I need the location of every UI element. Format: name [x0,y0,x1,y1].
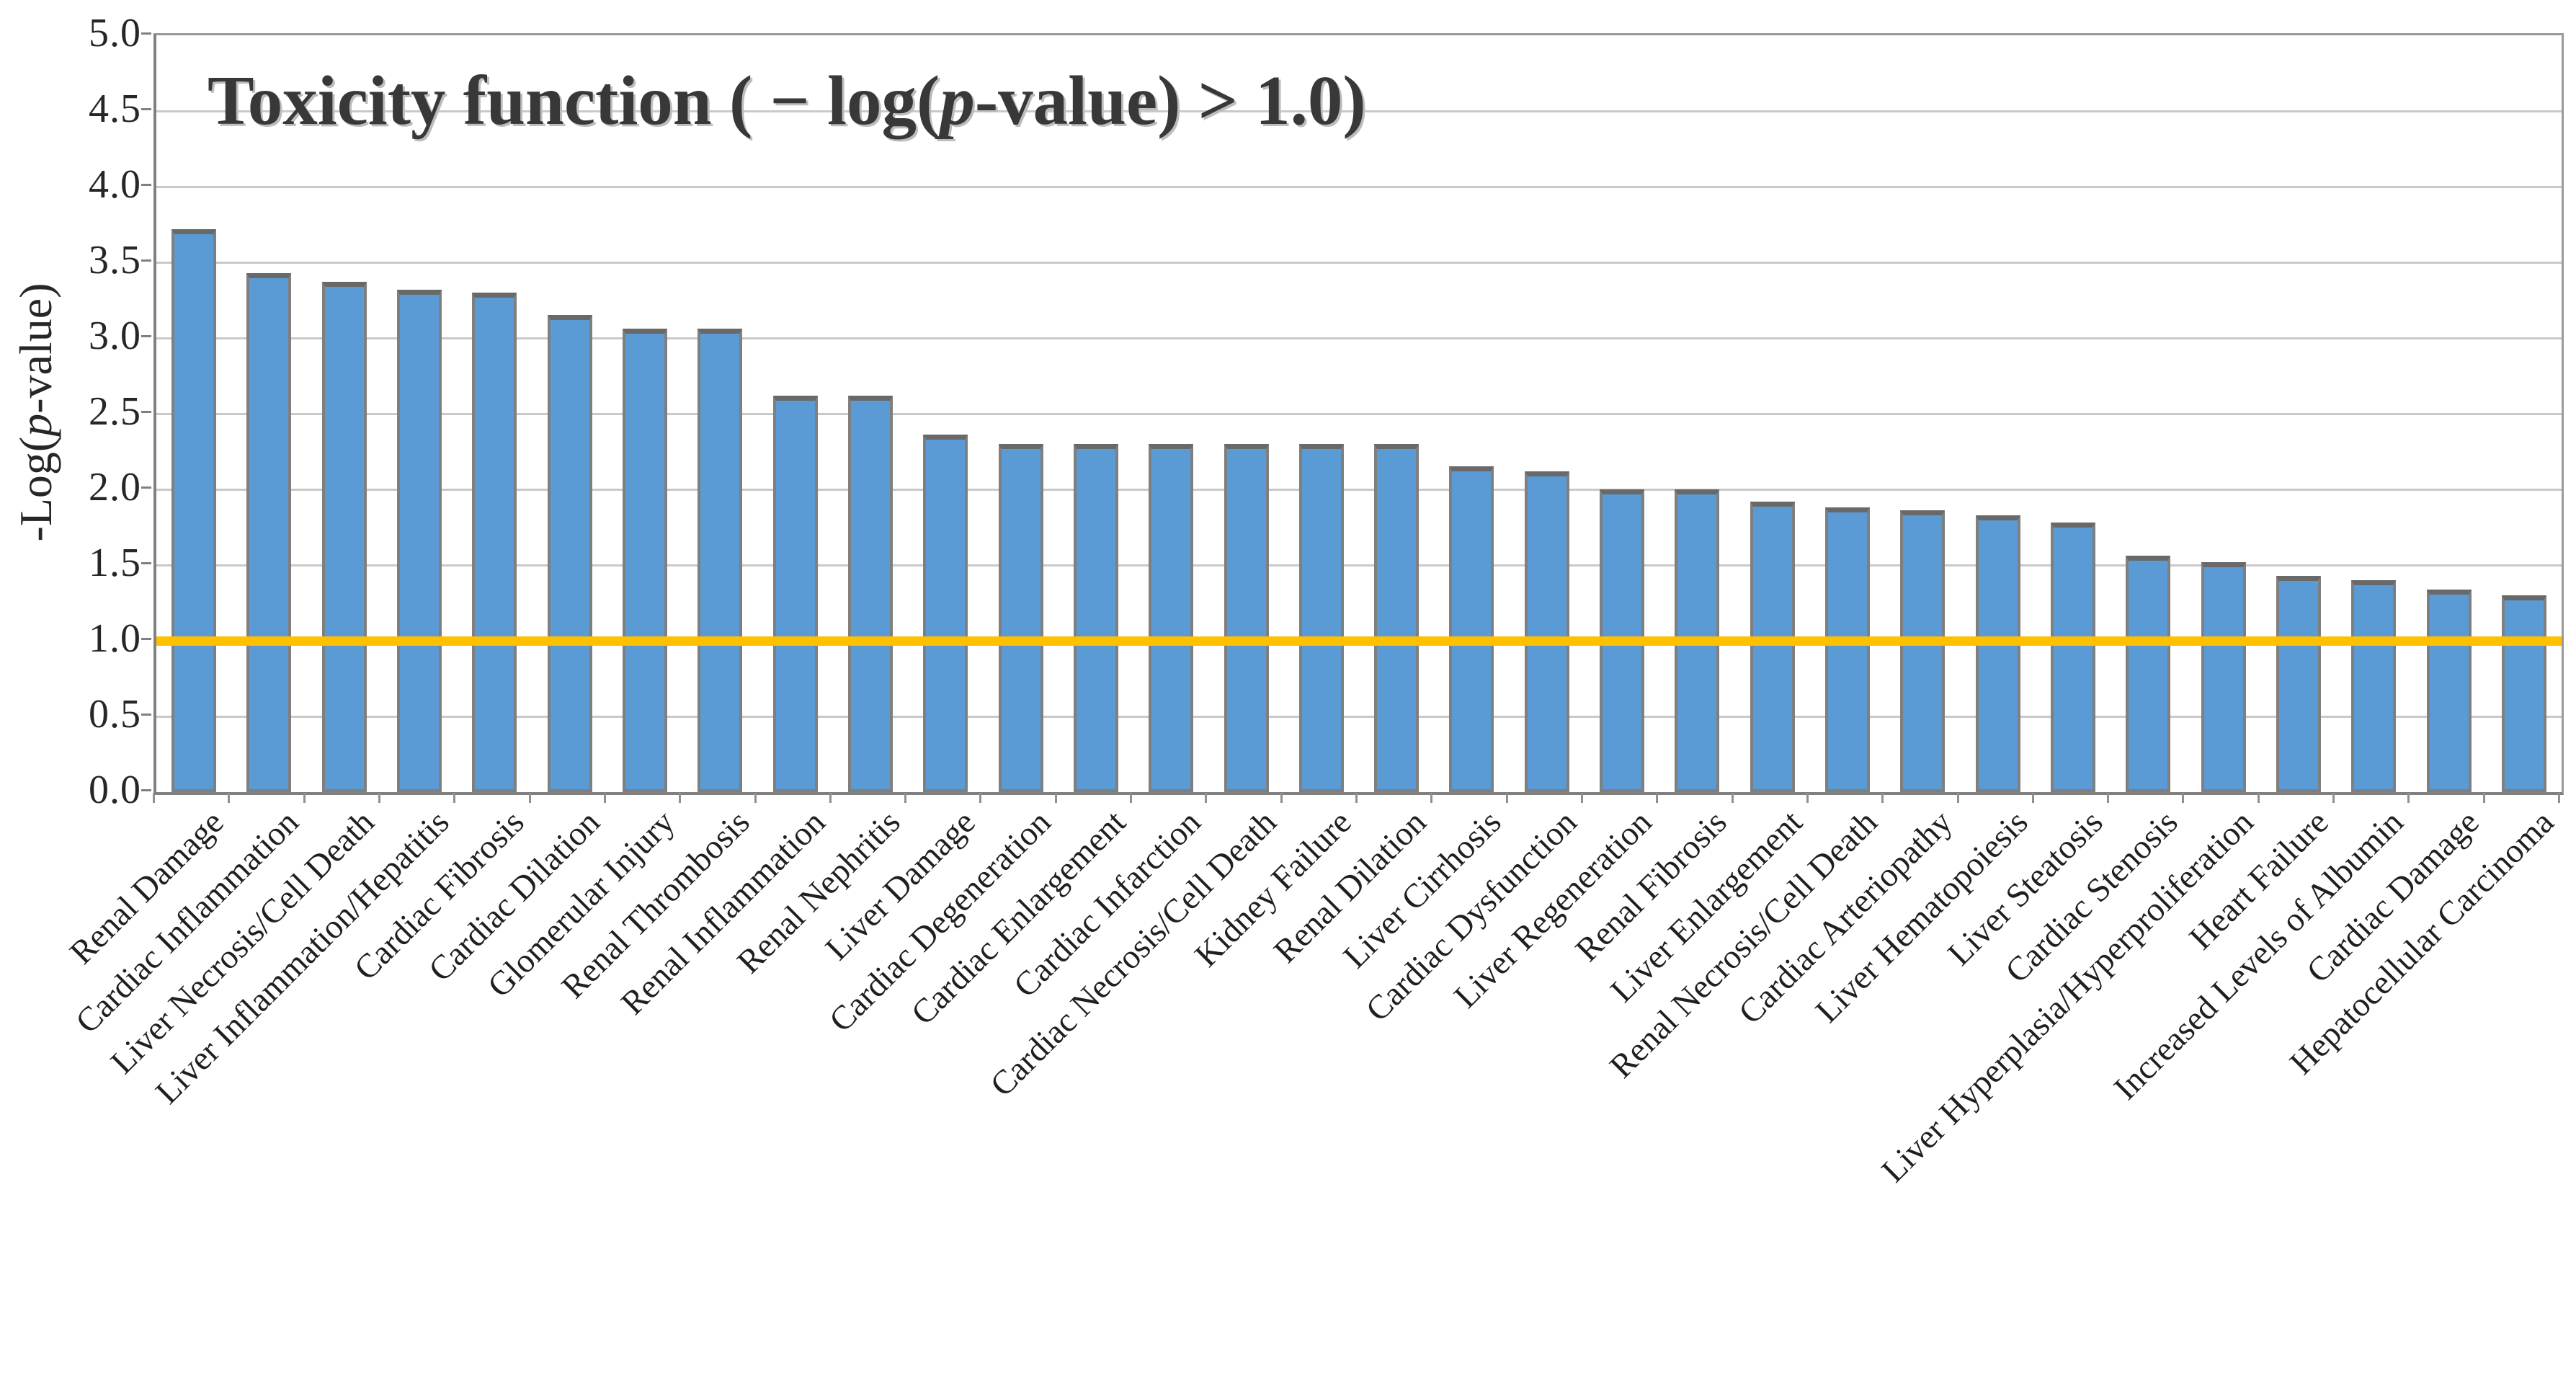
y-tick-label: 4.5 [89,86,141,131]
x-tick-mark [1957,793,1959,803]
y-tick-mark [141,714,151,716]
x-tick-mark [2332,793,2335,803]
bar-cardiac-stenosis [2126,556,2170,792]
x-tick-mark [2258,793,2260,803]
bar-renal-thrombosis [698,329,742,792]
gridline [156,564,2562,566]
x-tick-mark [604,793,606,803]
y-tick-label: 3.5 [89,238,141,283]
gridline [156,489,2562,491]
bar-cardiac-dilation [548,315,592,792]
x-tick-mark [679,793,681,803]
y-tick-label: 1.0 [89,616,141,661]
gridline [156,186,2562,188]
x-tick-mark [303,793,306,803]
y-tick-mark [141,108,151,110]
bar-liver-necrosis-cell-death [322,282,367,792]
x-tick-mark [228,793,230,803]
plot-area [153,33,2564,795]
bar-heart-failure [2276,576,2321,792]
gridline [156,337,2562,339]
toxicity-bar-chart: -Log(p-value) 5.0 4.5 4.0 3.5 3.0 2.5 2.0 1.5 1.… [10,11,2564,1190]
threshold-line [156,636,2562,646]
x-tick-mark [378,793,380,803]
chart-title: Toxicity function ( − log(p-value) > 1.0… [208,62,1366,139]
y-tick-mark [141,184,151,186]
bar-cardiac-infarction [1149,444,1193,792]
bar-liver-steatosis [2051,523,2095,792]
y-tick-label: 5.0 [89,11,141,55]
bar-cardiac-degeneration [999,444,1043,792]
y-tick-mark [141,789,151,791]
bar-hepatocellular-carcinoma [2502,595,2546,792]
x-tick-mark [754,793,757,803]
y-tick-label: 1.5 [89,541,141,585]
y-tick-mark [141,411,151,413]
bar-renal-nephritis [848,396,893,792]
x-tick-mark [1581,793,1583,803]
bar-cardiac-dysfunction [1525,471,1569,792]
y-tick-mark [141,638,151,640]
gridline [156,110,2562,112]
x-tick-mark [829,793,832,803]
y-tick-mark [141,32,151,35]
y-tick-mark [141,335,151,337]
bar-liver-inflammation-hepatitis [397,290,442,792]
x-tick-mark [1656,793,1658,803]
bar-kidney-failure [1299,444,1344,792]
x-tick-mark [2107,793,2109,803]
bar-renal-dilation [1374,444,1419,792]
bar-cardiac-damage [2427,590,2472,792]
y-tick-label: 0.5 [89,692,141,737]
y-tick-mark [141,486,151,489]
y-tick-mark [141,562,151,564]
y-tick-label: 4.0 [89,162,141,207]
x-tick-mark [1130,793,1132,803]
x-tick-mark [1055,793,1057,803]
x-tick-mark [453,793,455,803]
x-tick-mark [1506,793,1508,803]
bar-liver-hematopoiesis [1976,515,2020,792]
bar-liver-cirrhosis [1449,466,1494,792]
bar-liver-enlargement [1750,502,1795,792]
x-tick-mark [2182,793,2184,803]
x-tick-mark [1205,793,1207,803]
x-tick-mark [1355,793,1358,803]
x-tick-mark [529,793,531,803]
gridline [156,262,2562,264]
bar-cardiac-arteriopathy [1900,510,1945,792]
y-tick-label: 0.0 [89,768,141,812]
x-tick-mark [979,793,981,803]
x-tick-mark [1280,793,1283,803]
x-tick-mark [2558,793,2560,803]
y-tick-label: 2.5 [89,389,141,434]
y-tick-mark [141,259,151,262]
x-tick-mark [2483,793,2485,803]
x-tick-mark [1430,793,1432,803]
bar-liver-hyperplasia-hyperproliferation [2201,562,2246,792]
bar-cardiac-fibrosis [472,293,517,792]
x-tick-mark [904,793,906,803]
bar-renal-necrosis-cell-death [1825,507,1870,792]
gridline [156,716,2562,718]
bar-renal-inflammation [773,396,818,792]
x-tick-mark [1732,793,1734,803]
x-tick-mark [1806,793,1809,803]
x-tick-mark [1881,793,1884,803]
bar-glomerular-injury [623,329,667,792]
y-tick-label: 2.0 [89,465,141,510]
bar-cardiac-inflammation [246,273,291,792]
x-tick-mark [153,793,155,803]
x-tick-mark [2407,793,2410,803]
y-tick-label: 3.0 [89,314,141,358]
bar-increased-levels-of-albumin [2351,580,2396,792]
bar-cardiac-necrosis-cell-death [1224,444,1269,792]
x-tick-mark [2032,793,2034,803]
bar-renal-damage [171,229,216,792]
bar-cardiac-enlargement [1074,444,1118,792]
gridline [156,413,2562,415]
bar-liver-damage [923,435,968,792]
